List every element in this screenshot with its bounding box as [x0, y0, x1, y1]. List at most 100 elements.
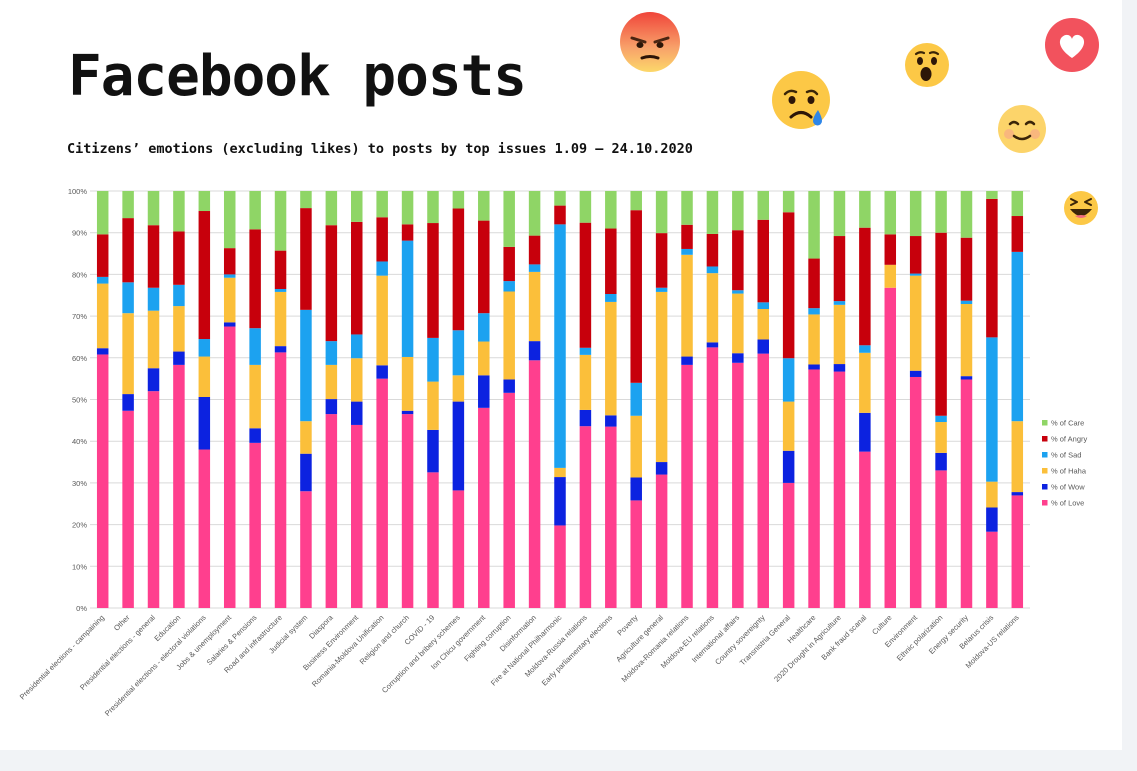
bar-segment-sad — [859, 345, 871, 353]
bar-segment-haha — [198, 356, 211, 397]
bar-segment-sad — [782, 358, 795, 402]
sad-reaction-icon — [772, 71, 830, 129]
bar-segment-sad — [706, 266, 719, 274]
bar-segment-love — [173, 364, 185, 608]
bar-segment-haha — [173, 306, 185, 352]
bar-segment-haha — [96, 283, 109, 349]
legend-item: % of Sad — [1042, 451, 1081, 460]
chart-subtitle: Citizens’ emotions (excluding likes) to … — [67, 141, 693, 157]
bar-segment-haha — [757, 309, 769, 340]
legend-label: % of Wow — [1051, 483, 1085, 492]
bar-segment-love — [986, 531, 998, 608]
bar-segment-love — [554, 525, 566, 608]
bar-segment-wow — [681, 356, 693, 365]
x-tick-label: Poverty — [615, 613, 640, 638]
bar-segment-care — [833, 191, 846, 237]
bar-segment-angry — [909, 236, 922, 274]
bar-segment-angry — [173, 231, 185, 285]
bar-segment-care — [478, 191, 490, 221]
bar-segment-sad — [909, 273, 922, 276]
legend-label: % of Care — [1051, 419, 1084, 428]
bar-segment-haha — [427, 381, 439, 430]
bar-segment-love — [859, 451, 871, 608]
bar-segment-haha — [960, 304, 973, 377]
bar-segment-love — [223, 326, 236, 608]
bar-segment-haha — [859, 352, 871, 413]
bar-segment-care — [732, 191, 744, 231]
bar-segment-care — [782, 191, 795, 213]
bar-segment-haha — [630, 415, 642, 478]
bar-segment-care — [96, 191, 109, 235]
bar-segment-haha — [122, 313, 134, 395]
bar-segment-love — [782, 482, 795, 608]
bar-segment-haha — [579, 354, 592, 410]
bar-stack — [173, 191, 185, 608]
bar-segment-haha — [147, 310, 160, 369]
bar-segment-love — [122, 410, 134, 608]
bar-segment-sad — [630, 382, 642, 416]
x-tick-label: Culture — [870, 613, 893, 636]
bar-segment-sad — [401, 240, 414, 357]
bar-segment-love — [655, 474, 668, 608]
bar-segment-love — [427, 472, 439, 608]
bar-stack — [960, 191, 973, 608]
bar-segment-wow — [351, 401, 363, 425]
bar-segment-haha — [300, 421, 312, 454]
bar-segment-angry — [960, 237, 973, 301]
bar-segment-wow — [300, 453, 312, 492]
bar-segment-angry — [833, 236, 846, 302]
bar-segment-wow — [249, 428, 261, 443]
angry-reaction-icon — [620, 12, 680, 72]
bar-segment-angry — [300, 208, 312, 310]
bar-segment-love — [96, 354, 109, 608]
bar-segment-love — [274, 352, 287, 608]
bar-segment-sad — [605, 293, 617, 302]
bar-segment-sad — [351, 334, 363, 359]
bar-segment-sad — [1011, 251, 1024, 422]
bar-segment-care — [605, 191, 617, 229]
legend-swatch — [1042, 484, 1048, 490]
bar-segment-sad — [274, 288, 287, 292]
bar-segment-angry — [884, 234, 897, 265]
bar-segment-care — [808, 191, 820, 259]
bar-segment-care — [325, 191, 338, 226]
bar-segment-angry — [706, 233, 719, 267]
bar-segment-angry — [732, 230, 744, 291]
bar-segment-wow — [579, 409, 592, 427]
bar-segment-love — [452, 490, 465, 608]
bar-segment-sad — [376, 261, 388, 276]
bar-segment-care — [935, 191, 947, 233]
bar-stack — [757, 191, 769, 608]
legend-swatch — [1042, 436, 1048, 442]
bar-segment-sad — [122, 282, 134, 314]
bar-segment-wow — [909, 370, 922, 377]
y-tick-label: 40% — [72, 437, 87, 446]
bar-segment-love — [935, 470, 947, 608]
bar-segment-angry — [223, 248, 236, 275]
bar-segment-wow — [808, 364, 820, 370]
bar-segment-care — [223, 191, 236, 249]
x-tick-label: Other — [112, 613, 132, 633]
bar-segment-love — [757, 353, 769, 608]
x-tick-label: Fighting corruption — [462, 613, 512, 663]
bar-segment-angry — [325, 225, 338, 342]
bar-segment-care — [147, 191, 160, 226]
bar-segment-care — [427, 191, 439, 224]
bar-stack — [935, 191, 947, 608]
bar-segment-angry — [478, 220, 490, 314]
bar-segment-wow — [427, 429, 439, 473]
bar-segment-wow — [325, 399, 338, 415]
bar-segment-wow — [122, 394, 134, 411]
bar-segment-angry — [351, 221, 363, 335]
bar-segment-wow — [554, 477, 566, 526]
bar-segment-haha — [528, 271, 541, 342]
y-tick-label: 80% — [72, 270, 87, 279]
bar-segment-care — [300, 191, 312, 209]
bar-segment-love — [249, 442, 261, 608]
bar-segment-love — [884, 287, 897, 608]
bar-segment-wow — [605, 415, 617, 427]
bar-segment-care — [986, 191, 998, 199]
bar-segment-love — [198, 449, 211, 608]
bar-stack — [198, 191, 211, 608]
bar-segment-love — [706, 347, 719, 608]
